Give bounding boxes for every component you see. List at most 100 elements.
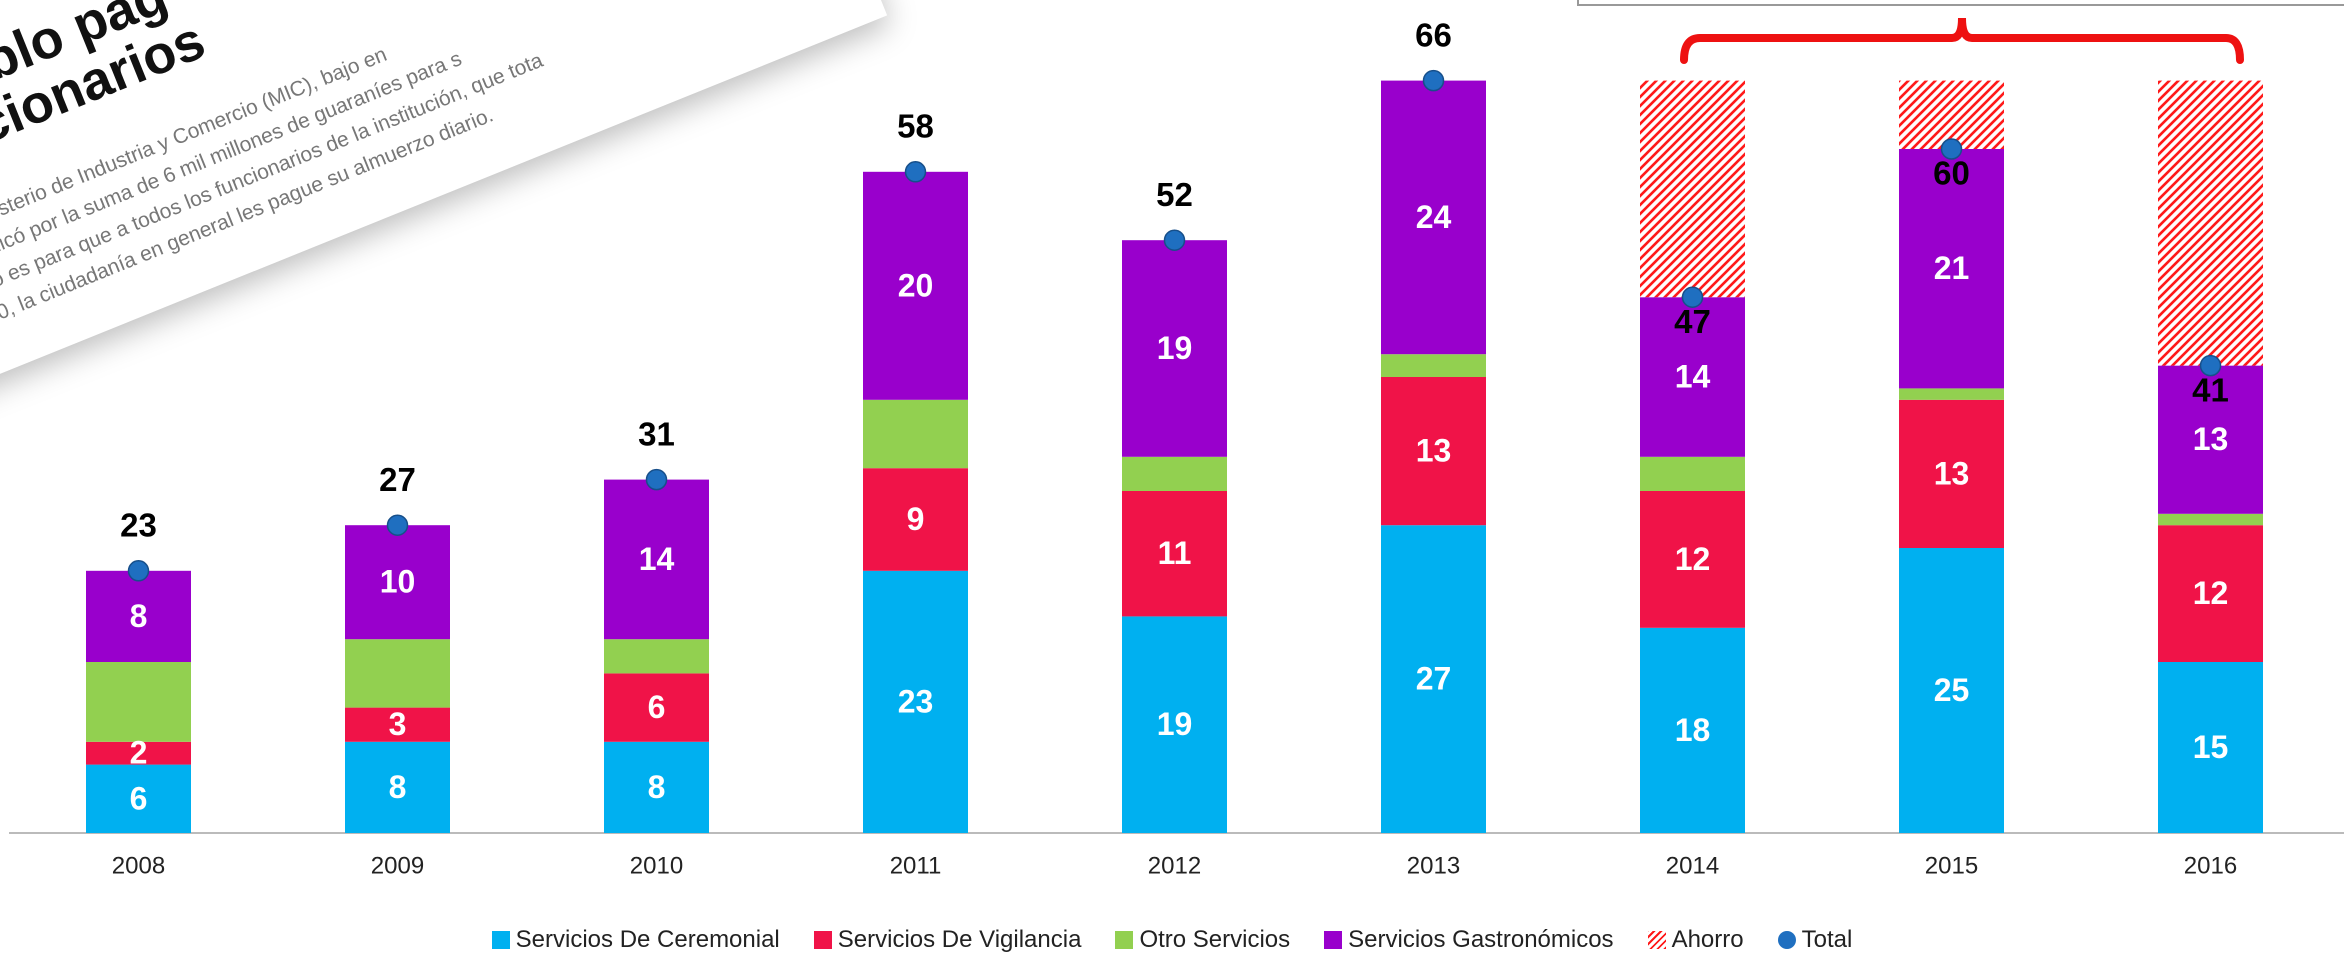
bar-segment [1899,388,2004,400]
bar-segment [1122,616,1227,833]
total-label: 52 [1156,176,1193,213]
x-tick-label: 2016 [2184,852,2237,879]
overlay-box [1577,0,2344,6]
legend-swatch [1324,931,1343,949]
segment-label: 24 [1416,199,1452,235]
bracket [1680,17,2244,64]
total-label: 66 [1415,16,1452,53]
bar-segment [2158,365,2263,514]
bar-segment [1122,491,1227,617]
total-dot [1681,286,1704,308]
segment-label: 9 [907,501,925,537]
legend-item: Otro Servicios [1115,926,1290,954]
legend-label: Servicios De Ceremonial [515,926,780,953]
total-label: 58 [897,108,934,145]
bar-segment [1899,548,2004,833]
bar-segment [86,570,191,662]
total-dot [645,468,668,491]
x-tick-label: 2008 [112,852,165,879]
legend-item: Servicios De Ceremonial [491,926,780,954]
bar-segment [1640,80,1745,298]
legend-swatch [813,931,832,949]
bar-segment [2158,80,2263,366]
bar-segment [1899,80,2004,149]
bar-segment [345,525,450,640]
segment-label: 10 [380,564,416,600]
bar-segment [863,399,968,469]
x-tick-label: 2012 [1148,852,1201,879]
bar-segment [604,673,709,742]
segment-label: 18 [1675,712,1711,748]
segment-label: 8 [389,769,407,805]
bar-segment [2158,525,2263,662]
segment-label: 12 [1675,541,1711,577]
total-label: 47 [1674,303,1711,340]
total-dot [1163,229,1186,251]
bar-segment [1122,240,1227,457]
legend-swatch [1647,931,1666,949]
bar-segment [604,741,709,833]
segment-label: 14 [1675,358,1711,394]
segment-label: 8 [648,769,666,805]
bar-segment [2158,662,2263,833]
legend-swatch [1777,931,1796,949]
bar-segment [604,479,709,640]
segment-label: 6 [130,780,148,816]
legend-label: Total [1801,926,1853,953]
x-tick-label: 2014 [1666,852,1719,879]
legend-item: Total [1777,926,1853,954]
bar-segment [1640,491,1745,628]
segment-label: 13 [2193,421,2229,457]
total-dot [386,514,409,536]
bar-segment [2158,513,2263,526]
bar-segment [863,570,968,833]
segment-label: 19 [1157,706,1193,742]
total-dot [127,560,150,582]
bar-segment [345,741,450,833]
segment-label: 3 [389,706,407,742]
total-label: 31 [638,415,675,452]
total-dot [1940,138,1963,160]
legend-swatch [491,931,510,949]
segment-label: 27 [1416,661,1452,697]
bar-segment [1640,456,1745,491]
bar-segment [1122,456,1227,491]
x-tick-label: 2010 [630,852,683,879]
segment-label: 6 [648,689,666,725]
segment-label: 2 [130,735,148,771]
bar-segment [863,468,968,571]
legend-label: Otro Servicios [1139,926,1291,953]
segment-label: 20 [898,267,934,303]
segment-label: 14 [639,541,675,577]
legend-item: Servicios Gastronómicos [1324,926,1614,954]
bar-segment [345,707,450,742]
legend-label: Servicios De Vigilancia [837,926,1082,953]
bar-segment [1381,354,1486,377]
total-dot [904,161,927,183]
segment-label: 11 [1158,535,1192,571]
total-label: 27 [379,461,416,498]
segment-label: 19 [1157,330,1193,366]
total-label: 41 [2192,371,2229,408]
segment-label: 25 [1934,672,1970,708]
bar-segment [863,171,968,400]
legend-swatch [1115,931,1134,949]
segment-label: 23 [898,683,934,719]
segment-label: 21 [1934,250,1970,286]
total-label: 60 [1933,155,1970,192]
bar-segment [345,639,450,708]
total-dot [1422,69,1445,92]
total-dot [2199,354,2222,377]
bar-segment [604,639,709,674]
segment-label: 13 [1416,433,1452,469]
total-label: 23 [120,507,157,544]
x-tick-label: 2015 [1925,852,1978,879]
segment-label: 13 [1934,455,1970,491]
x-tick-label: 2009 [371,852,424,879]
bar-segment [1899,149,2004,389]
legend: Servicios De Ceremonial Servicios De Vigi… [0,926,2344,954]
bar-segment [1381,377,1486,526]
x-tick-label: 2011 [890,852,942,879]
